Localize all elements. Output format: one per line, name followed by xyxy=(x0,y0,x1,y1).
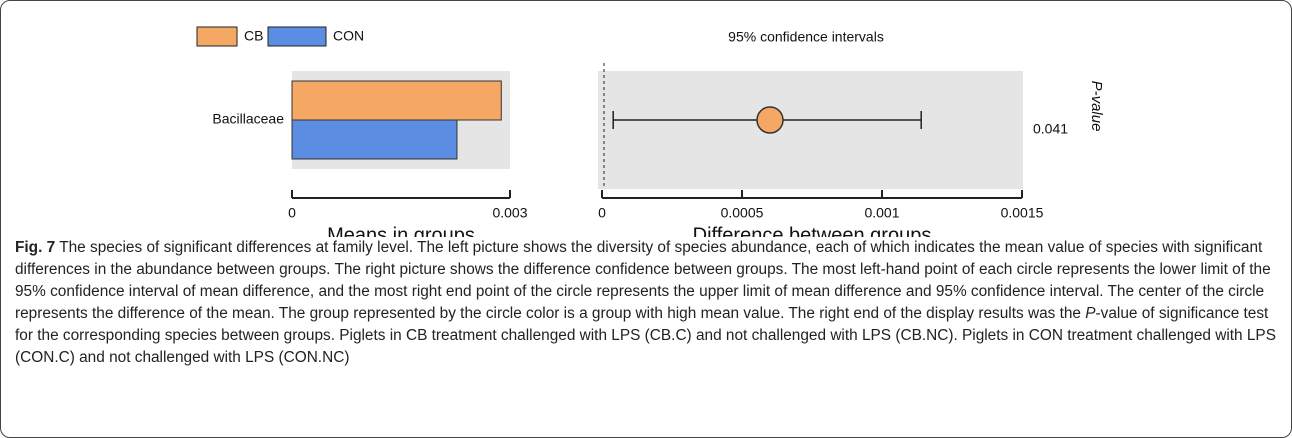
p-value-header: P-value xyxy=(1088,81,1105,132)
x-tick-label: 0.001 xyxy=(864,205,899,221)
y-tick-label: Bacillaceae xyxy=(212,111,284,127)
x-axis-label: Means in groups xyxy=(327,224,475,237)
x-axis-label: Difference between groups xyxy=(693,224,932,237)
bar xyxy=(291,119,458,160)
x-tick-label: 0.0005 xyxy=(721,205,764,221)
caption: Fig. 7 The species of significant differ… xyxy=(1,237,1291,369)
p-value: 0.041 xyxy=(1033,121,1068,137)
caption-label: Fig. 7 xyxy=(15,239,56,256)
x-tick-label: 0 xyxy=(288,205,296,221)
chart-title: 95% confidence intervals xyxy=(728,29,884,45)
x-tick-label: 0.003 xyxy=(492,205,527,221)
charts: 0 0.003 Means in groups CB CON Bacillaceae 0 0.… xyxy=(196,26,1105,237)
legend-swatch xyxy=(267,26,327,47)
caption-text: The species of significant differences a… xyxy=(15,239,1271,322)
x-tick-label: 0 xyxy=(598,205,606,221)
bar xyxy=(291,80,502,121)
caption-text: -value of significance test for the corr… xyxy=(15,305,1276,366)
x-tick-label: 0.0015 xyxy=(1001,205,1044,221)
legend-label: CB xyxy=(244,28,263,44)
legend-label: CON xyxy=(333,28,364,44)
mean-point xyxy=(756,106,784,134)
caption-text: P xyxy=(1085,305,1096,322)
plot-bg xyxy=(598,71,1023,189)
legend-swatch xyxy=(196,26,238,47)
